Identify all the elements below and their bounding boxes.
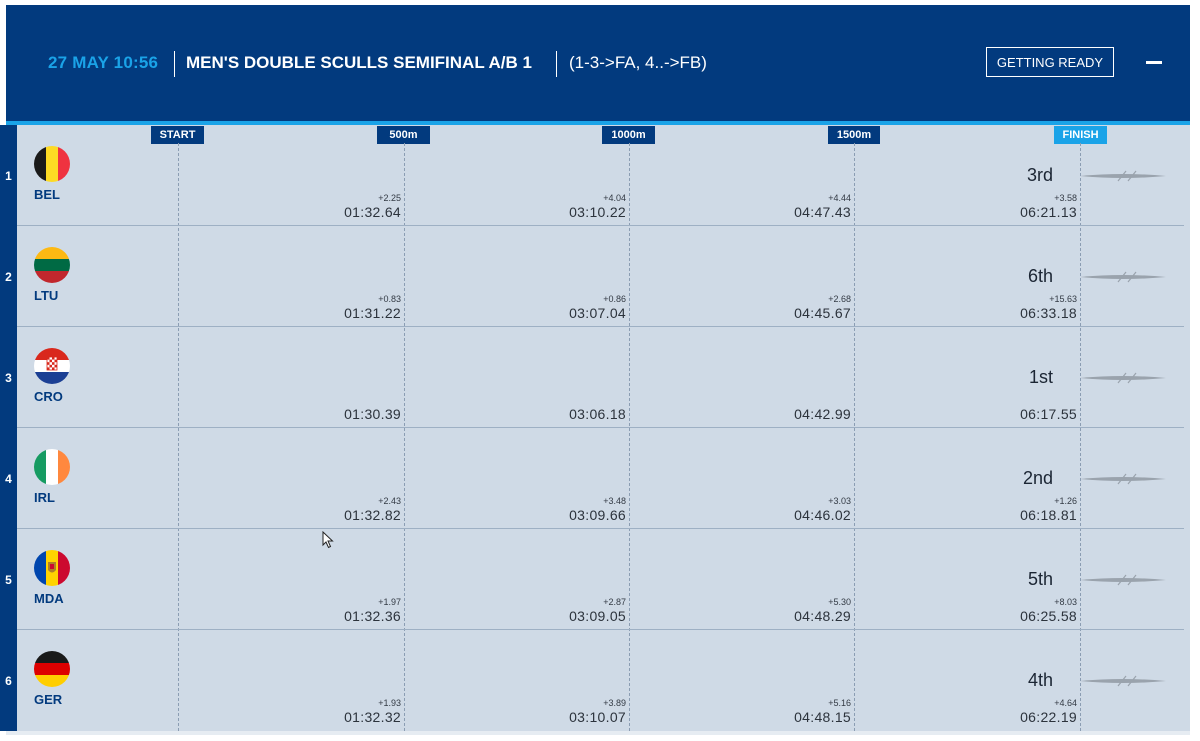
crew-code: GER [34,692,63,707]
marker-finish: FINISH [1054,126,1107,144]
lane-number: 5 [5,573,12,587]
start-line [178,143,179,731]
boat-icon [1080,473,1166,485]
lane-bar [0,630,17,731]
race-status-button[interactable]: GETTING READY [986,47,1114,77]
crew-code: MDA [34,591,64,606]
split-1000m: +0.86 03:07.04 [569,294,626,321]
finish-time: +4.64 06:22.19 [1020,698,1077,725]
split-500m: +2.43 01:32.82 [344,496,401,523]
finish-place: 2nd [1022,468,1053,488]
split-500m: +1.97 01:32.36 [344,597,401,624]
lane-number: 4 [5,472,12,486]
marker-start: START [151,126,204,144]
crew-code: BEL [34,187,60,202]
finish-time: +3.58 06:21.13 [1020,193,1077,220]
lane-row [17,428,1184,529]
split-500m: +2.25 01:32.64 [344,193,401,220]
crew-code: CRO [34,389,63,404]
line-500m [404,143,405,731]
board-bottom-edge [6,731,1190,735]
split-500m: +0.83 01:31.22 [344,294,401,321]
finish-place: 6th [1027,266,1053,286]
mouse-cursor-icon [322,531,334,549]
lane-bar [0,226,17,327]
finish-time: +15.63 06:33.18 [1020,294,1077,321]
race-date-time: 27 MAY 10:56 [48,53,159,72]
crew-code: LTU [34,288,59,303]
split-1500m: +3.03 04:46.02 [794,496,851,523]
moldova-flag-icon [34,550,70,586]
lithuania-flag-icon [34,247,70,283]
crew-code: IRL [34,490,55,505]
germany-flag-icon [34,651,70,687]
split-500m: 01:30.39 [344,406,401,422]
lane-row [17,327,1184,428]
race-progression: (1-3->FA, 4..->FB) [569,53,707,72]
header-accent-line [6,121,1190,125]
split-1000m: +3.48 03:09.66 [569,496,626,523]
finish-line [1080,143,1081,731]
lane-bar [0,125,17,226]
lane-bar [0,529,17,630]
boat-icon [1080,574,1166,586]
croatia-flag-icon [34,348,70,384]
boat-icon [1080,372,1166,384]
lane-bar [0,428,17,529]
marker-500m: 500m [377,126,430,144]
belgium-flag-icon [34,146,70,182]
lane-row [17,125,1184,226]
split-1000m: +4.04 03:10.22 [569,193,626,220]
header-divider [174,51,175,77]
finish-place: 5th [1027,569,1053,589]
header-divider [556,51,557,77]
boat-icon [1080,675,1166,687]
lane-number: 2 [5,270,12,284]
finish-place: 3rd [1026,165,1053,185]
finish-time: +8.03 06:25.58 [1020,597,1077,624]
minus-icon[interactable] [1146,61,1162,64]
lane-row [17,529,1184,630]
split-1000m: +2.87 03:09.05 [569,597,626,624]
finish-place: 1st [1028,367,1053,387]
marker-1000m: 1000m [602,126,655,144]
lane-bar [0,327,17,428]
marker-1500m: 1500m [828,126,880,144]
split-1000m: +3.89 03:10.07 [569,698,626,725]
finish-time: +1.26 06:18.81 [1020,496,1077,523]
line-1500m [854,143,855,731]
lanes-board [6,125,1190,731]
boat-icon [1080,170,1166,182]
lane-row [17,226,1184,327]
split-1500m: +2.68 04:45.67 [794,294,851,321]
finish-time: 06:17.55 [1020,406,1077,422]
split-1500m: +5.16 04:48.15 [794,698,851,725]
split-1500m: +5.30 04:48.29 [794,597,851,624]
lane-number: 3 [5,371,12,385]
lane-number: 1 [5,169,12,183]
lane-number: 6 [5,674,12,688]
ireland-flag-icon [34,449,70,485]
boat-icon [1080,271,1166,283]
split-1500m: 04:42.99 [794,406,851,422]
split-1000m: 03:06.18 [569,406,626,422]
split-1500m: +4.44 04:47.43 [794,193,851,220]
race-header: 27 MAY 10:56 MEN'S DOUBLE SCULLS SEMIFIN… [6,5,1190,121]
race-title: MEN'S DOUBLE SCULLS SEMIFINAL A/B 1 [186,53,532,72]
finish-place: 4th [1027,670,1053,690]
line-1000m [629,143,630,731]
split-500m: +1.93 01:32.32 [344,698,401,725]
